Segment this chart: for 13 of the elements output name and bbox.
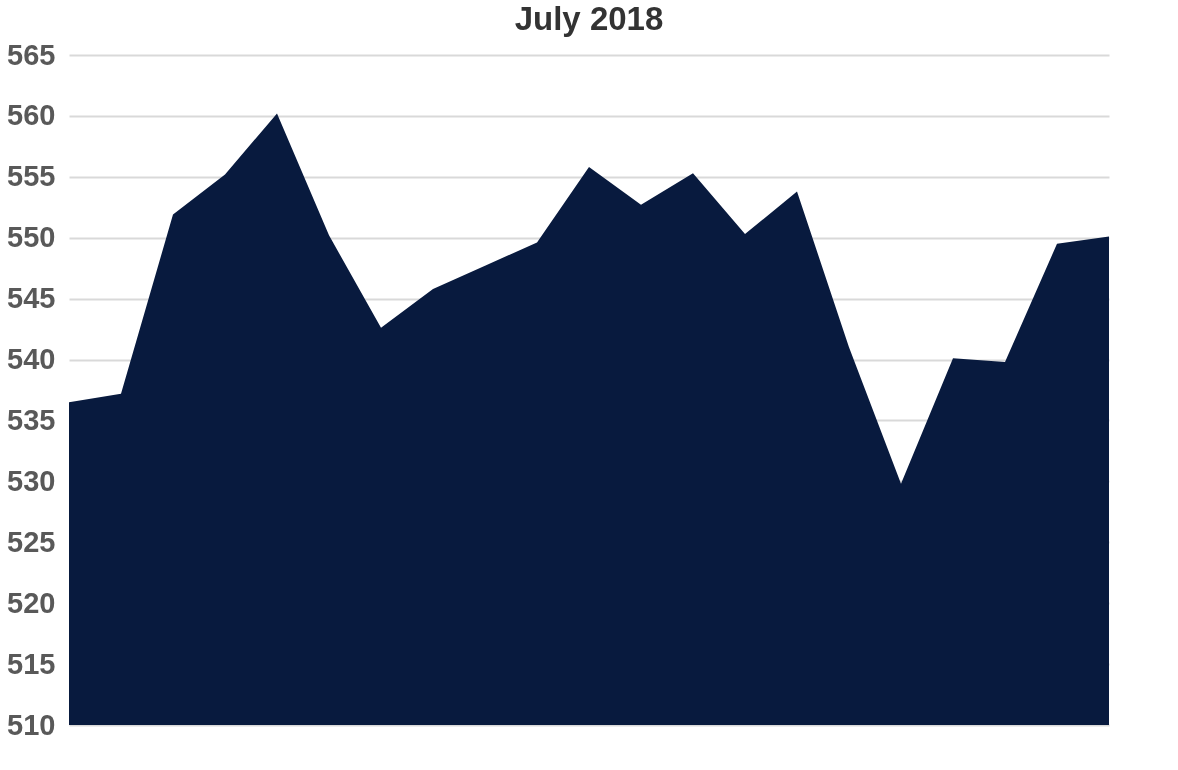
y-tick-label: 555 xyxy=(7,160,56,193)
chart-title: July 2018 xyxy=(514,0,664,37)
y-tick-label: 520 xyxy=(7,586,56,619)
y-tick-label: 530 xyxy=(7,464,56,497)
y-tick-label: 515 xyxy=(7,647,56,680)
y-tick-label: 540 xyxy=(7,343,56,376)
y-tick-label: 560 xyxy=(7,99,56,132)
y-tick-label: 545 xyxy=(7,282,56,315)
y-tick-label: 510 xyxy=(7,708,56,741)
y-tick-label: 525 xyxy=(7,525,56,558)
y-tick-label: 550 xyxy=(7,221,56,254)
y-tick-label: 535 xyxy=(7,403,56,436)
y-tick-label: 565 xyxy=(7,38,56,71)
